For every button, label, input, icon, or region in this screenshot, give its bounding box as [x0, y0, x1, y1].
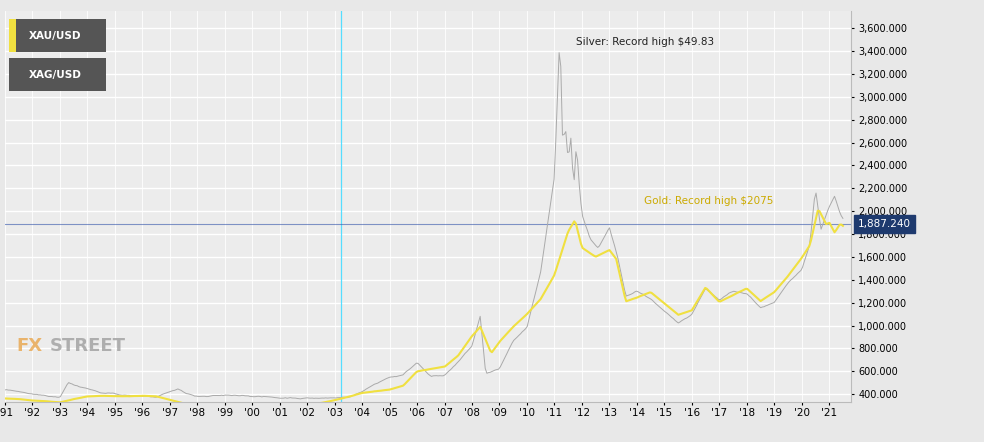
Text: STREET: STREET — [50, 337, 126, 355]
FancyBboxPatch shape — [9, 58, 106, 91]
Text: XAG/USD: XAG/USD — [29, 70, 82, 80]
Text: Gold: Record high $2075: Gold: Record high $2075 — [644, 196, 773, 206]
FancyBboxPatch shape — [9, 19, 16, 52]
Text: XAU/USD: XAU/USD — [29, 30, 81, 41]
Text: FX: FX — [16, 337, 42, 355]
FancyBboxPatch shape — [9, 19, 106, 52]
Text: Silver: Record high $49.83: Silver: Record high $49.83 — [577, 38, 714, 47]
Text: 1,887.240: 1,887.240 — [858, 219, 911, 229]
